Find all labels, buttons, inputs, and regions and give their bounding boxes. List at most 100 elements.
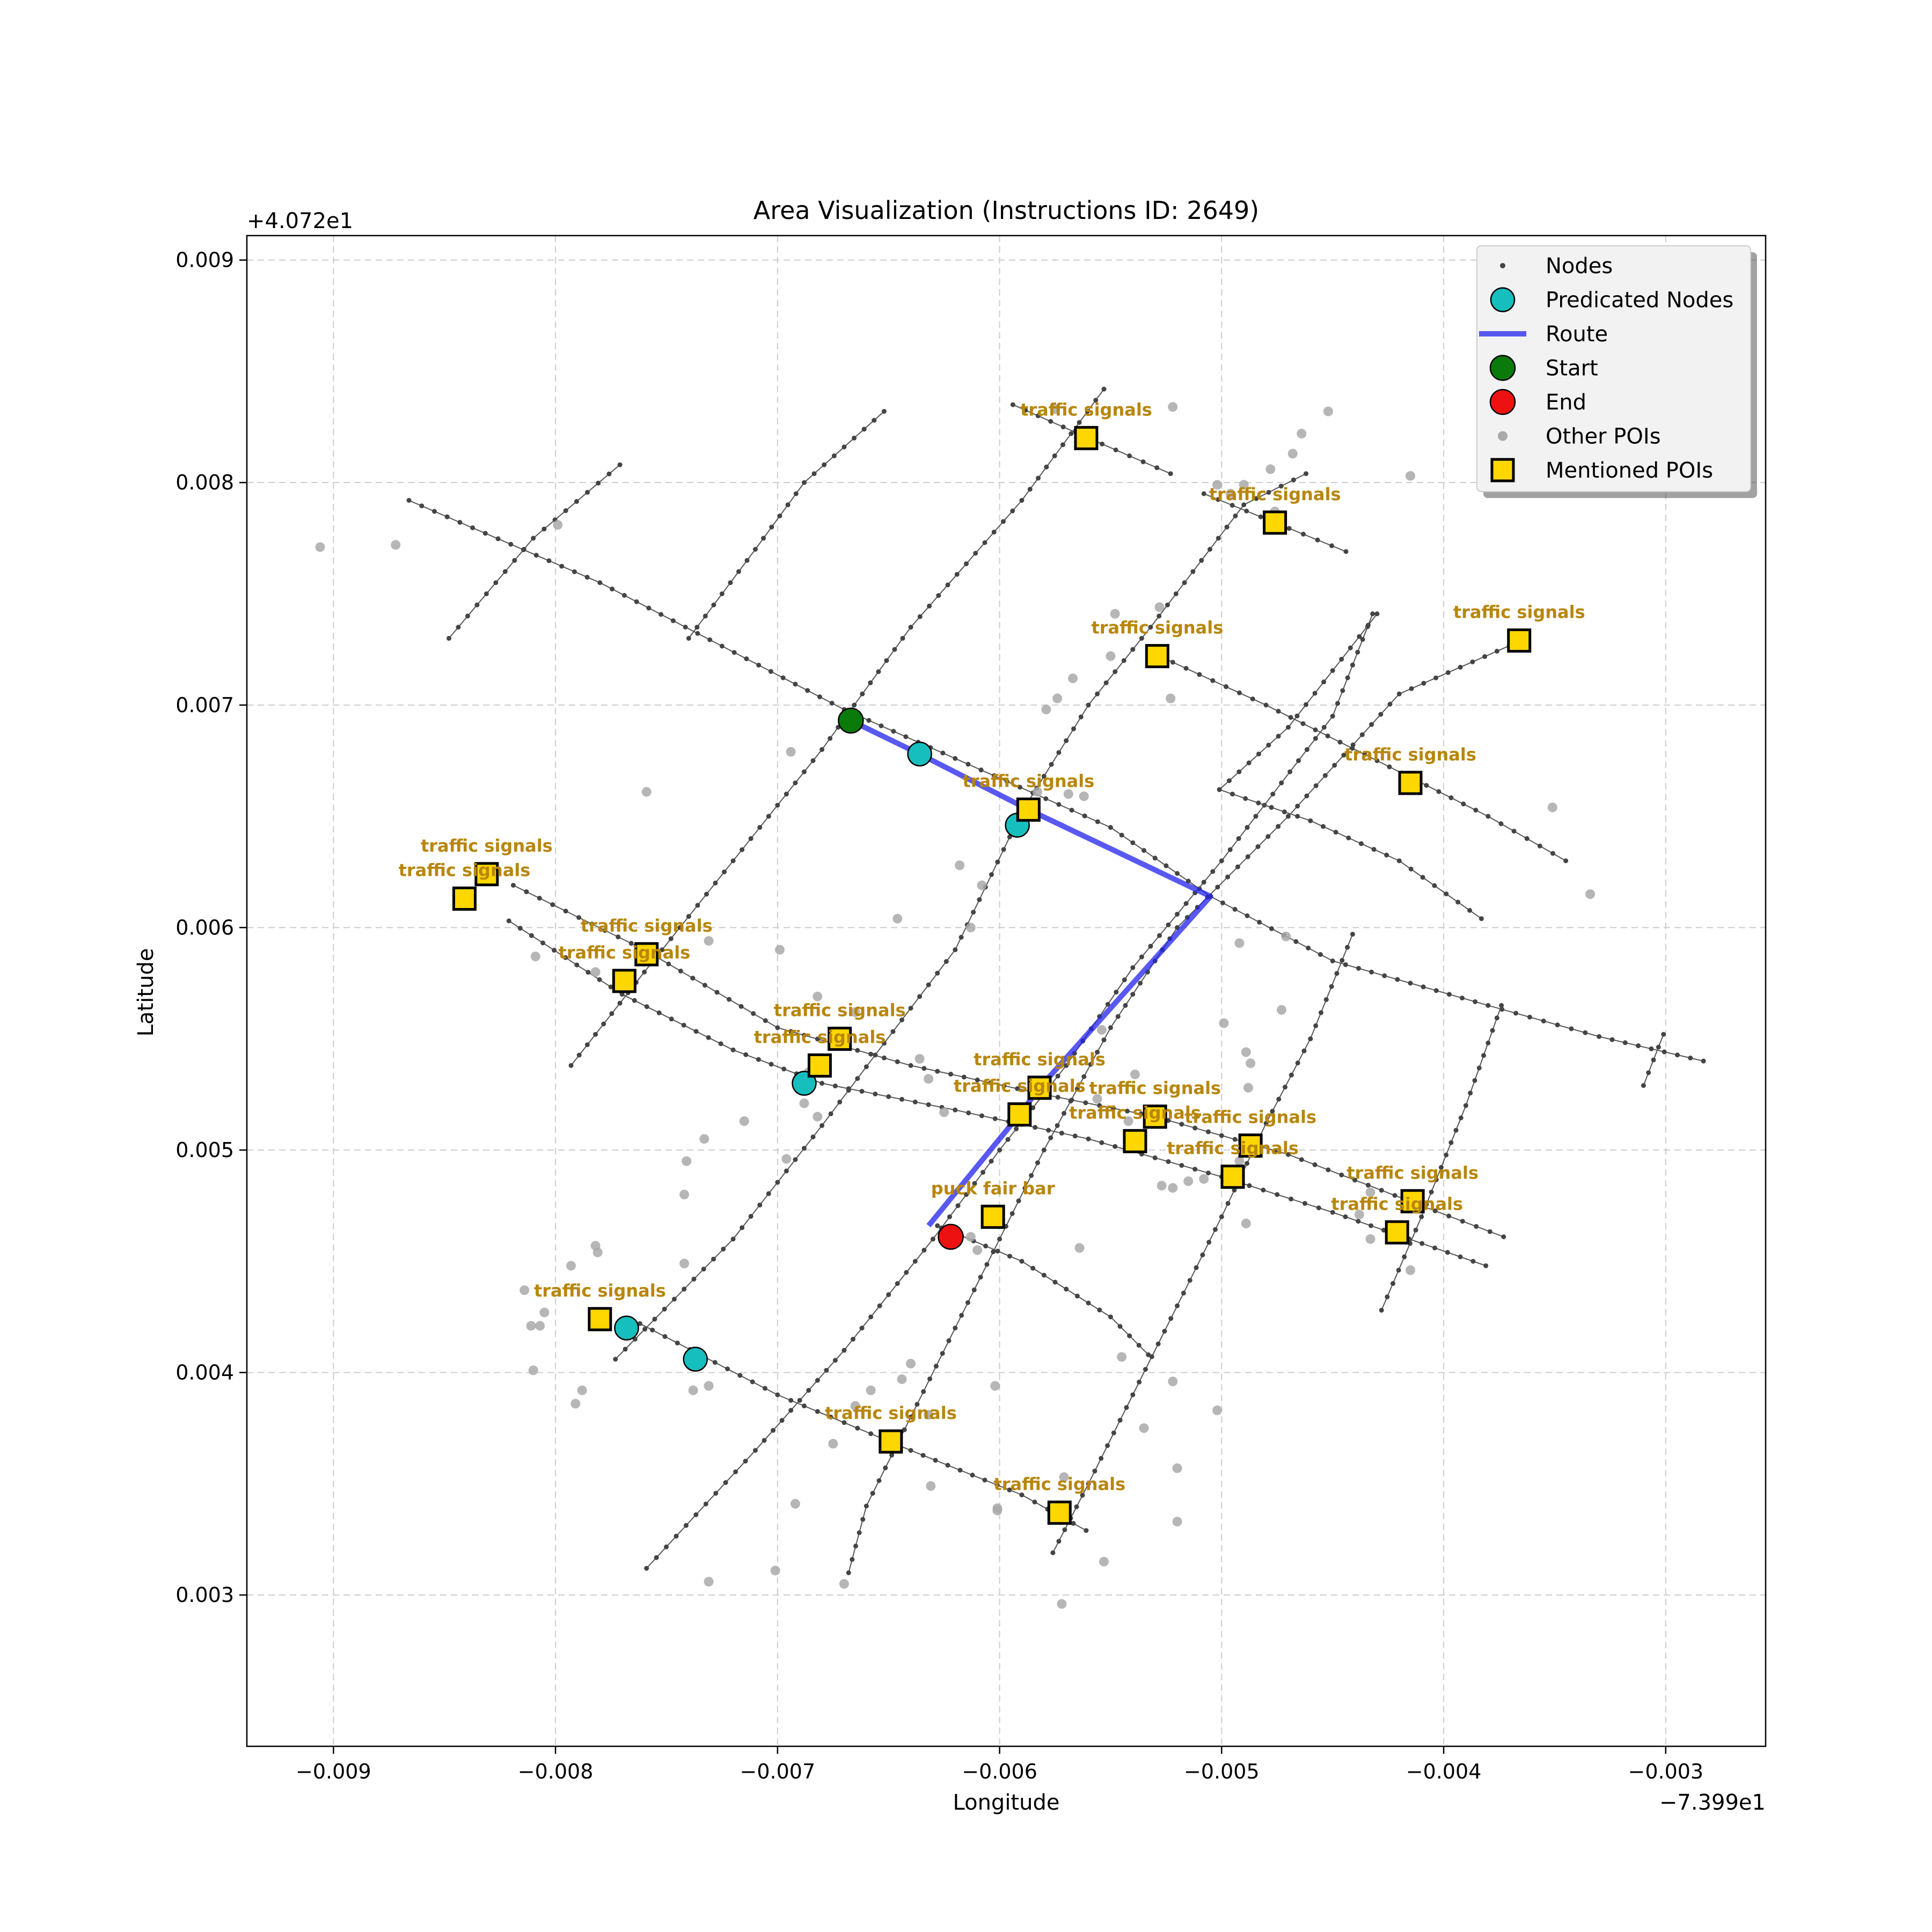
node-dot — [1501, 1234, 1506, 1240]
node-dot — [785, 502, 791, 508]
node-dot — [1088, 1062, 1093, 1067]
node-dot — [935, 1223, 940, 1228]
other-poi-dot — [519, 1285, 530, 1296]
node-dot — [1330, 713, 1335, 719]
x-tick-label: −0.009 — [296, 1760, 371, 1783]
node-dot — [1194, 1265, 1199, 1270]
mentioned-poi-marker — [452, 886, 477, 911]
node-dot — [1433, 988, 1439, 993]
node-dot — [793, 491, 799, 496]
node-dot — [832, 1084, 838, 1089]
node-dot — [908, 1448, 913, 1453]
node-dot — [1334, 971, 1340, 976]
node-dot — [1356, 965, 1361, 971]
node-dot — [1183, 901, 1189, 906]
node-dot — [1313, 783, 1319, 788]
node-dot — [1097, 1307, 1102, 1313]
node-dot — [1101, 1037, 1107, 1043]
node-dot — [743, 1052, 749, 1057]
node-dot — [493, 580, 499, 586]
node-dot — [877, 1303, 882, 1308]
start-marker — [838, 707, 864, 734]
other-poi-dot — [1241, 1047, 1251, 1057]
node-dot — [1340, 688, 1345, 693]
node-dot — [1015, 1086, 1020, 1092]
node-dot — [1029, 1173, 1034, 1178]
node-dot — [682, 1286, 687, 1292]
node-dot — [761, 536, 766, 541]
node-dot — [589, 921, 595, 927]
node-dot — [529, 933, 534, 938]
node-dot — [1444, 1152, 1449, 1158]
node-dot — [1232, 1137, 1238, 1142]
other-poi-dot — [799, 1098, 809, 1108]
legend-label: Mentioned POIs — [1546, 458, 1713, 483]
node-dot — [775, 1025, 780, 1030]
node-dot — [1258, 514, 1263, 519]
node-dot — [868, 1314, 874, 1320]
node-dot — [1537, 843, 1542, 848]
node-dot — [1413, 1227, 1418, 1233]
other-poi-dot — [530, 952, 540, 962]
node-dot — [1069, 808, 1074, 813]
node-dot — [975, 1077, 980, 1082]
mentioned-poi-marker — [1238, 1133, 1263, 1158]
node-dot — [465, 613, 470, 619]
node-dot — [953, 756, 958, 761]
other-poi-dot — [704, 936, 714, 946]
node-dot — [1082, 813, 1087, 818]
node-dot — [447, 635, 452, 641]
node-dot — [912, 1099, 918, 1104]
mentioned-poi-label: traffic signals — [581, 916, 713, 936]
node-dot — [1402, 1254, 1407, 1260]
node-dot — [940, 750, 946, 756]
node-dot — [1321, 724, 1327, 730]
node-dot — [1295, 803, 1300, 809]
other-poi-dot — [577, 1385, 587, 1395]
node-dot — [1030, 1105, 1036, 1110]
node-dot — [1527, 1014, 1532, 1020]
node-dot — [1213, 1227, 1218, 1232]
node-dot — [677, 925, 683, 930]
node-dot — [947, 1214, 952, 1219]
node-dot — [995, 1248, 1000, 1254]
node-dot — [1157, 613, 1162, 619]
legend-other-poi-icon — [1498, 431, 1507, 441]
node-dot — [899, 1017, 905, 1022]
node-dot — [1148, 625, 1153, 630]
node-dot — [1343, 962, 1348, 967]
node-dot — [1235, 864, 1240, 869]
node-dot — [1148, 943, 1153, 949]
node-dot — [731, 650, 737, 655]
node-dot — [1093, 398, 1099, 403]
node-dot — [989, 1159, 994, 1164]
node-dot — [1335, 701, 1341, 706]
node-dot — [1048, 1135, 1053, 1140]
node-dot — [903, 734, 909, 740]
node-dot — [1113, 1144, 1118, 1149]
node-dot — [1391, 1281, 1396, 1286]
other-poi-dot — [897, 1374, 907, 1384]
node-dot — [1138, 1111, 1144, 1117]
node-dot — [1472, 1078, 1477, 1083]
other-poi-dot — [553, 519, 563, 530]
node-dot — [961, 1074, 967, 1080]
node-dot — [876, 1478, 882, 1483]
node-dot — [1170, 660, 1175, 665]
node-dot — [1458, 664, 1463, 670]
node-dot — [881, 1041, 887, 1046]
other-poi-dot — [1219, 1018, 1229, 1028]
node-dot — [721, 1246, 726, 1252]
node-dot — [662, 1306, 667, 1312]
node-dot — [895, 1281, 900, 1286]
node-dot — [713, 1491, 719, 1496]
node-dot — [973, 551, 978, 556]
node-dot — [1276, 1096, 1282, 1102]
node-dot — [1329, 984, 1334, 989]
node-dot — [572, 569, 577, 574]
node-dot — [879, 723, 884, 728]
node-dot — [1035, 413, 1041, 419]
node-dot — [889, 1452, 895, 1458]
node-dot — [1130, 965, 1136, 970]
node-dot — [1092, 1468, 1097, 1474]
